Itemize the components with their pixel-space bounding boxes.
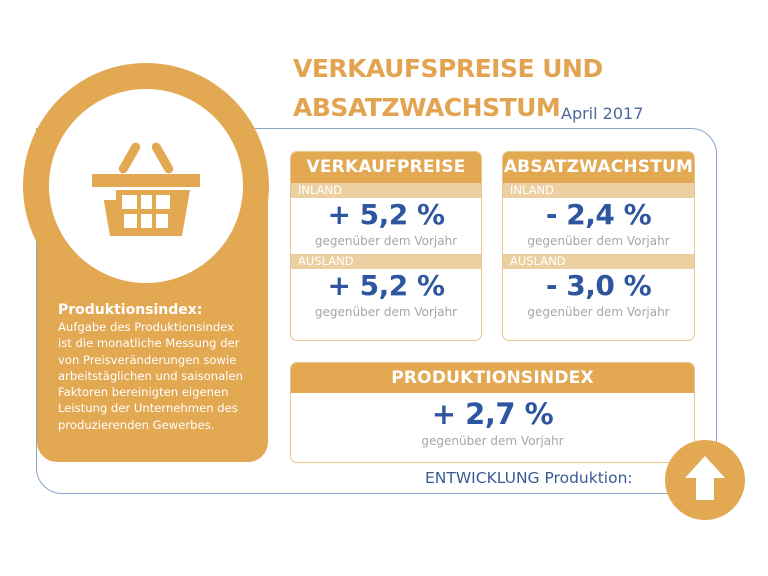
ausland-label: AUSLAND xyxy=(291,254,481,269)
page-title-line-1: VERKAUFSPREISE UND xyxy=(293,54,603,83)
inland-note: gegenüber dem Vorjahr xyxy=(527,234,670,248)
card-title: VERKAUFPREISE xyxy=(291,152,481,183)
inland-note: gegenüber dem Vorjahr xyxy=(314,234,458,248)
ausland-note: gegenüber dem Vorjahr xyxy=(314,305,458,319)
info-text: Produktionsindex: Aufgabe des Produktion… xyxy=(58,301,268,433)
info-line: Faktoren bereinigten eigenen xyxy=(58,385,229,400)
info-title: Produktionsindex: xyxy=(58,302,203,318)
shopping-basket-icon xyxy=(92,142,200,236)
ausland-label: AUSLAND xyxy=(503,254,694,269)
page-title-line-2: ABSATZWACHSTUM xyxy=(293,93,561,122)
info-line: arbeitstäglichen und saisonalen xyxy=(58,368,243,383)
card-title: PRODUKTIONSINDEX xyxy=(291,363,694,393)
inland-value: + 5,2 % xyxy=(327,198,445,231)
info-line: Aufgabe des Produktionsindex xyxy=(58,320,235,334)
development-badge xyxy=(665,440,745,520)
ausland-note: gegenüber dem Vorjahr xyxy=(527,305,670,319)
ausland-value: - 3,0 % xyxy=(545,269,652,302)
produktionsindex-note: gegenüber dem Vorjahr xyxy=(421,434,564,448)
info-line: Leistung der Unternehmen des xyxy=(58,401,238,416)
card-verkaufspreise: VERKAUFPREISE INLAND + 5,2 % gegenüber d… xyxy=(290,151,482,341)
info-line: produzierenden Gewerbes. xyxy=(58,417,215,432)
card-produktionsindex: PRODUKTIONSINDEX + 2,7 % gegenüber dem V… xyxy=(290,362,695,463)
report-date: April 2017 xyxy=(561,104,644,123)
inland-label: INLAND xyxy=(291,183,481,198)
inland-value: - 2,4 % xyxy=(545,198,652,231)
development-label: ENTWICKLUNG Produktion: xyxy=(425,469,633,487)
info-line: ist die monatliche Messung der xyxy=(58,336,240,351)
arrow-up-icon xyxy=(685,456,725,500)
info-line: von Preisveränderungen sowie xyxy=(58,352,237,367)
card-absatzwachstum: ABSATZWACHSTUM INLAND - 2,4 % gegenüber … xyxy=(502,151,695,341)
produktionsindex-value: + 2,7 % xyxy=(431,397,554,431)
ausland-value: + 5,2 % xyxy=(327,269,445,302)
inland-label: INLAND xyxy=(503,183,694,198)
content-frame xyxy=(36,128,717,494)
card-title: ABSATZWACHSTUM xyxy=(503,152,694,183)
